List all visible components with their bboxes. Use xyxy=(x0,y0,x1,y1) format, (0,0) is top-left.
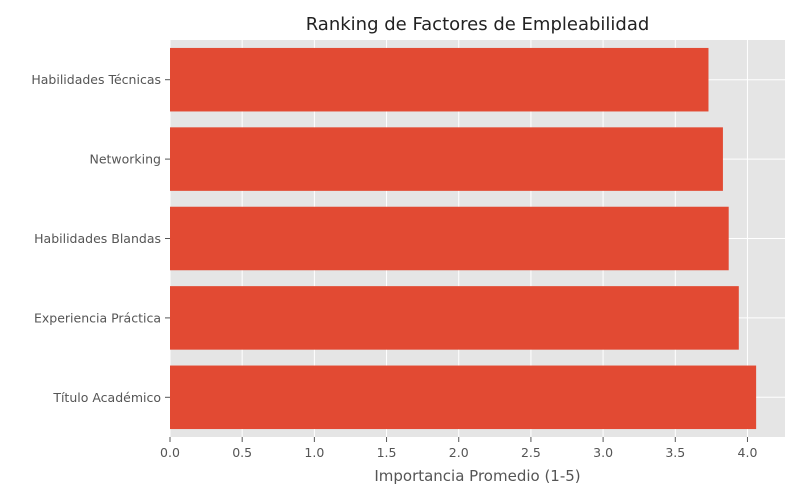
y-tick-label: Experiencia Práctica xyxy=(34,310,161,325)
y-tick-label: Networking xyxy=(89,152,161,167)
bars xyxy=(170,47,757,430)
x-tick-label: 0.0 xyxy=(160,445,180,460)
x-axis-label: Importancia Promedio (1-5) xyxy=(374,467,580,485)
bar xyxy=(170,206,729,271)
x-tick-label: 1.0 xyxy=(304,445,324,460)
bar xyxy=(170,127,723,191)
x-tick-label: 1.5 xyxy=(377,445,397,460)
y-tick-label: Habilidades Técnicas xyxy=(31,72,161,87)
bar xyxy=(170,286,739,350)
y-tick-label: Habilidades Blandas xyxy=(34,231,161,246)
x-tick-label: 3.0 xyxy=(593,445,613,460)
y-axis-ticks: Habilidades Técnicas Networking Habilidade… xyxy=(31,72,170,405)
bar xyxy=(170,47,709,112)
x-tick-label: 0.5 xyxy=(232,445,252,460)
x-tick-label: 4.0 xyxy=(738,445,758,460)
bar xyxy=(170,365,757,430)
x-axis-ticks: 0.0 0.5 1.0 1.5 2.0 2.5 3.0 3.5 4.0 xyxy=(160,437,757,460)
x-tick-label: 3.5 xyxy=(665,445,685,460)
chart-title: Ranking de Factores de Empleabilidad xyxy=(306,14,650,35)
y-tick-label: Título Académico xyxy=(52,390,161,405)
x-tick-label: 2.0 xyxy=(449,445,469,460)
x-tick-label: 2.5 xyxy=(521,445,541,460)
